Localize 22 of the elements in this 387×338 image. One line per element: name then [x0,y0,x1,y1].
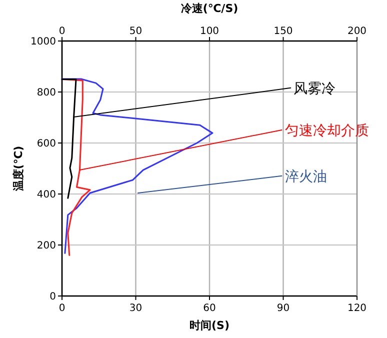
x-tick-label: 60 [203,303,216,314]
x2-tick-label: 0 [58,26,66,37]
y-tick-label: 400 [36,190,56,200]
x-axis-title: 时间(S) [190,319,230,332]
x2-tick-label: 100 [200,26,220,37]
x2-tick-label: 150 [274,26,293,37]
x2-tick-label: 50 [129,26,142,37]
y-tick-label: 0 [50,292,56,302]
x-tick-label: 0 [58,303,66,314]
series-label: 淬火油 [284,168,327,185]
x-tick-label: 90 [276,303,290,314]
y-axis-title: 温度(℃) [12,146,25,192]
y-tick-label: 600 [36,138,56,150]
y-tick-label: 800 [36,88,56,98]
x2-axis-title: 冷速(℃/S) [180,2,238,15]
x2-tick-label: 200 [347,26,367,37]
series-label: 匀速冷却介质 [284,122,369,139]
x-tick-label: 30 [129,303,142,314]
y-tick-label: 1000 [30,36,56,48]
y-tick-label: 200 [36,240,56,252]
x-tick-label: 120 [347,303,367,314]
series-label: 风雾冷 [294,80,336,97]
